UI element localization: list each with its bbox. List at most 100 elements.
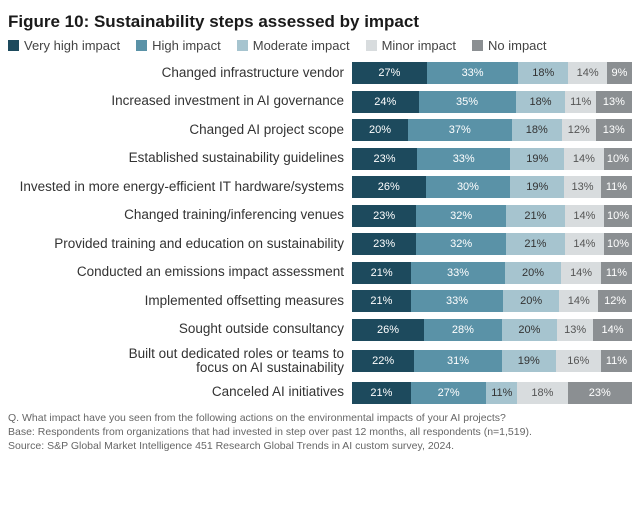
stacked-bar: 21%33%20%14%12%	[352, 290, 632, 312]
bar-segment: 14%	[568, 62, 607, 84]
bar-segment: 20%	[503, 290, 559, 312]
row-label: Invested in more energy-efficient IT har…	[8, 180, 352, 194]
chart-row: Sought outside consultancy26%28%20%13%14…	[8, 318, 632, 342]
bar-segment: 21%	[506, 205, 565, 227]
bar-segment: 27%	[411, 382, 487, 404]
footer-question: Q. What impact have you seen from the fo…	[8, 411, 632, 425]
legend-label: High impact	[152, 38, 221, 53]
bar-segment: 13%	[564, 176, 601, 198]
bar-segment: 21%	[506, 233, 565, 255]
chart-rows: Changed infrastructure vendor27%33%18%14…	[8, 61, 632, 405]
bar-segment: 18%	[516, 91, 566, 113]
stacked-bar: 23%32%21%14%10%	[352, 233, 632, 255]
legend-item: Very high impact	[8, 38, 120, 53]
bar-segment: 12%	[598, 290, 632, 312]
chart-row: Conducted an emissions impact assessment…	[8, 261, 632, 285]
bar-segment: 14%	[561, 262, 601, 284]
stacked-bar: 26%28%20%13%14%	[352, 319, 632, 341]
bar-segment: 11%	[601, 350, 632, 372]
bar-segment: 18%	[517, 382, 567, 404]
bar-segment: 23%	[352, 148, 417, 170]
stacked-bar: 23%32%21%14%10%	[352, 205, 632, 227]
bar-segment: 19%	[510, 148, 564, 170]
row-label: Increased investment in AI governance	[8, 94, 352, 108]
legend: Very high impact High impact Moderate impa…	[8, 38, 632, 53]
chart-row: Canceled AI initiatives21%27%11%18%23%	[8, 381, 632, 405]
bar-segment: 31%	[414, 350, 502, 372]
legend-label: Moderate impact	[253, 38, 350, 53]
chart-row: Increased investment in AI governance24%…	[8, 90, 632, 114]
bar-segment: 19%	[510, 176, 564, 198]
stacked-bar: 22%31%19%16%11%	[352, 350, 632, 372]
row-label: Canceled AI initiatives	[8, 385, 352, 399]
bar-segment: 33%	[417, 148, 510, 170]
bar-segment: 28%	[424, 319, 502, 341]
bar-segment: 11%	[601, 176, 632, 198]
bar-segment: 19%	[502, 350, 556, 372]
bar-segment: 32%	[416, 205, 506, 227]
stacked-bar: 26%30%19%13%11%	[352, 176, 632, 198]
chart-row: Changed training/inferencing venues23%32…	[8, 204, 632, 228]
row-label: Changed infrastructure vendor	[8, 66, 352, 80]
stacked-bar: 21%33%20%14%11%	[352, 262, 632, 284]
legend-item: High impact	[136, 38, 221, 53]
figure: Figure 10: Sustainability steps assessed…	[0, 0, 640, 459]
bar-segment: 14%	[564, 148, 604, 170]
bar-segment: 12%	[562, 119, 596, 141]
footer-source: Source: S&P Global Market Intelligence 4…	[8, 439, 632, 453]
legend-swatch	[136, 40, 147, 51]
bar-segment: 13%	[596, 119, 632, 141]
row-label: Conducted an emissions impact assessment	[8, 265, 352, 279]
legend-label: No impact	[488, 38, 547, 53]
chart-row: Built out dedicated roles or teams tofoc…	[8, 346, 632, 376]
bar-segment: 37%	[408, 119, 512, 141]
stacked-bar: 21%27%11%18%23%	[352, 382, 632, 404]
stacked-bar: 24%35%18%11%13%	[352, 91, 632, 113]
stacked-bar: 27%33%18%14%9%	[352, 62, 632, 84]
row-label: Established sustainability guidelines	[8, 151, 352, 165]
stacked-bar: 23%33%19%14%10%	[352, 148, 632, 170]
legend-item: Minor impact	[366, 38, 456, 53]
bar-segment: 21%	[352, 382, 411, 404]
bar-segment: 18%	[512, 119, 562, 141]
chart-row: Changed AI project scope20%37%18%12%13%	[8, 118, 632, 142]
row-label: Implemented offsetting measures	[8, 294, 352, 308]
bar-segment: 11%	[486, 382, 517, 404]
bar-segment: 27%	[352, 62, 427, 84]
footer-base: Base: Respondents from organizations tha…	[8, 425, 632, 439]
bar-segment: 21%	[352, 290, 411, 312]
bar-segment: 14%	[565, 233, 604, 255]
bar-segment: 20%	[352, 119, 408, 141]
bar-segment: 20%	[502, 319, 557, 341]
bar-segment: 11%	[565, 91, 595, 113]
bar-segment: 13%	[596, 91, 632, 113]
chart-row: Established sustainability guidelines23%…	[8, 147, 632, 171]
legend-swatch	[366, 40, 377, 51]
bar-segment: 23%	[352, 205, 416, 227]
bar-segment: 16%	[556, 350, 601, 372]
chart-row: Provided training and education on susta…	[8, 232, 632, 256]
bar-segment: 20%	[505, 262, 562, 284]
row-label: Sought outside consultancy	[8, 322, 352, 336]
bar-segment: 21%	[352, 262, 411, 284]
legend-item: Moderate impact	[237, 38, 350, 53]
figure-footer: Q. What impact have you seen from the fo…	[8, 411, 632, 454]
chart-row: Invested in more energy-efficient IT har…	[8, 175, 632, 199]
bar-segment: 14%	[565, 205, 604, 227]
chart-row: Changed infrastructure vendor27%33%18%14…	[8, 61, 632, 85]
bar-segment: 32%	[416, 233, 506, 255]
row-label: Provided training and education on susta…	[8, 237, 352, 251]
bar-segment: 10%	[604, 205, 632, 227]
bar-segment: 10%	[604, 233, 632, 255]
bar-segment: 24%	[352, 91, 419, 113]
bar-segment: 33%	[427, 62, 518, 84]
stacked-bar: 20%37%18%12%13%	[352, 119, 632, 141]
legend-swatch	[8, 40, 19, 51]
bar-segment: 23%	[568, 382, 632, 404]
row-label: Changed training/inferencing venues	[8, 208, 352, 222]
bar-segment: 22%	[352, 350, 414, 372]
bar-segment: 11%	[601, 262, 632, 284]
bar-segment: 30%	[426, 176, 511, 198]
legend-swatch	[237, 40, 248, 51]
chart-row: Implemented offsetting measures21%33%20%…	[8, 289, 632, 313]
